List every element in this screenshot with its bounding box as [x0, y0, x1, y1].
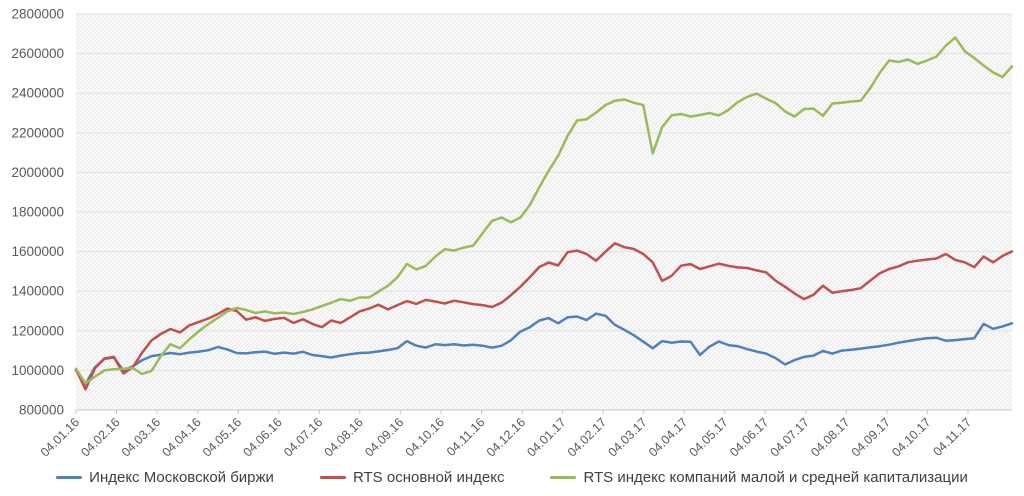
legend-label: RTS основной индекс: [352, 468, 505, 486]
x-tick-label: 04.01.16: [38, 415, 82, 458]
x-tick-label: 04.11.16: [444, 415, 488, 458]
legend-label: RTS индекс компаний малой и средней капи…: [583, 468, 968, 486]
series-line-2: [74, 36, 1014, 385]
y-tick-label: 1200000: [11, 323, 64, 338]
x-tick-label: 04.08.17: [808, 415, 852, 458]
y-tick-label: 2200000: [11, 125, 64, 140]
y-tick-label: 2600000: [11, 46, 64, 61]
y-tick-label: 1800000: [11, 205, 64, 220]
x-tick-label: 04.05.17: [687, 415, 731, 458]
x-tick-label: 04.04.17: [646, 415, 690, 458]
x-tick-label: 04.02.17: [565, 415, 609, 458]
x-tick-label: 04.01.17: [524, 415, 568, 458]
plot-area: 2800000 2600000 2400000 2200000 2000000 18000…: [11, 7, 1014, 458]
y-tick-label: 2000000: [11, 165, 64, 180]
legend-item-1: RTS основной индекс: [319, 468, 505, 486]
x-tick-label: 04.03.17: [605, 415, 649, 458]
x-tick-label: 04.12.16: [484, 415, 528, 458]
y-tick-label: 1000000: [11, 363, 64, 378]
x-tick-label: 04.11.17: [930, 415, 974, 458]
x-tick-label: 04.07.16: [281, 415, 325, 458]
legend-item-0: Индекс Московской биржи: [56, 469, 274, 486]
legend-line-swatch: [319, 475, 346, 479]
y-tick-label: 1400000: [11, 284, 64, 299]
x-tick-label: 04.05.16: [200, 415, 244, 458]
x-tick-label: 04.02.16: [78, 415, 122, 458]
legend-line-swatch: [56, 475, 83, 479]
legend: Индекс Московской биржи RTS основной инде…: [0, 458, 1024, 496]
y-tick-label: 800000: [19, 403, 64, 418]
x-tick-label: 04.03.16: [119, 415, 163, 458]
x-tick-label: 04.06.16: [241, 415, 285, 458]
y-tick-label: 2400000: [11, 86, 64, 101]
legend-line-swatch: [550, 475, 577, 479]
x-tick-label: 04.08.16: [322, 415, 366, 458]
x-tick-label: 04.10.17: [889, 415, 933, 458]
x-tick-label: 04.06.17: [727, 415, 771, 458]
x-tick-label: 04.09.17: [849, 415, 893, 458]
legend-item-2: RTS индекс компаний малой и средней капи…: [550, 468, 968, 486]
x-tick-label: 04.04.16: [159, 415, 203, 458]
y-tick-label: 2800000: [11, 7, 64, 22]
x-tick-label: 04.10.16: [403, 415, 447, 458]
legend-label: Индекс Московской биржи: [89, 468, 274, 486]
x-tick-label: 04.09.16: [362, 415, 406, 458]
y-tick-label: 1600000: [11, 244, 64, 259]
x-tick-label: 04.07.17: [768, 415, 812, 458]
series-line-0: [74, 312, 1014, 386]
